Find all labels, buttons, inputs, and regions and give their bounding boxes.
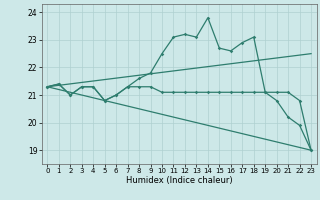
X-axis label: Humidex (Indice chaleur): Humidex (Indice chaleur) (126, 176, 233, 185)
